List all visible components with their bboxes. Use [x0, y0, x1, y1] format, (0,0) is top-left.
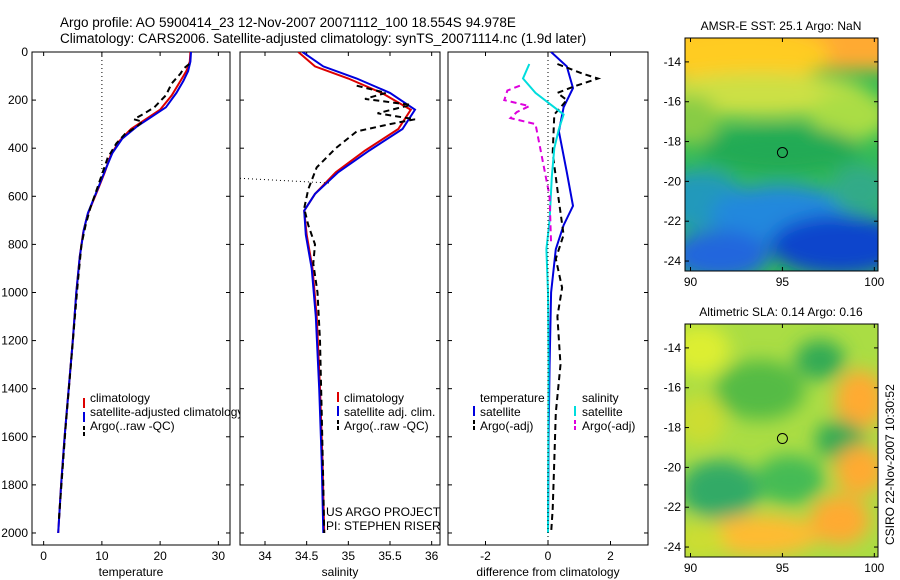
- legend-temperature-title: temperature: [480, 391, 545, 405]
- sst-field: [685, 38, 878, 271]
- temperature-axes-frame: [31, 51, 231, 546]
- sla-argo-location-marker: [776, 433, 788, 445]
- series-line: [547, 52, 575, 534]
- legend-climatology: climatology: [90, 391, 150, 405]
- salinity-panel: 34 34.5 35 35.5 36 salinity climatology sate…: [239, 51, 441, 579]
- x-tick-label: 36: [425, 549, 439, 563]
- map-y-tick-label: -20: [664, 460, 682, 474]
- legend-temp-satellite: satellite: [480, 405, 521, 419]
- series-line: [303, 84, 416, 534]
- y-tick-label: 800: [8, 237, 28, 251]
- legend-sal-satellite: satellite adj. clim.: [344, 405, 435, 419]
- series-line: [57, 63, 190, 522]
- y-tick-label: 1000: [1, 285, 28, 299]
- temperature-xlabel: temperature: [99, 565, 164, 579]
- salinity-xlabel: salinity: [322, 565, 359, 579]
- legend-salinity-title: salinity: [582, 391, 619, 405]
- map-y-tick-label: -22: [664, 214, 682, 228]
- map-x-tick-label: 95: [776, 275, 790, 289]
- map-y-tick-label: -20: [664, 174, 682, 188]
- y-tick-label: 1800: [1, 478, 28, 492]
- salinity-legend: climatology satellite adj. clim. Argo(..…: [337, 391, 435, 433]
- sst-argo-location-marker: [776, 147, 788, 159]
- temperature-panel: 0 200 400 600 800 1000 1200 1400 1600 1800 2000 0 1…: [1, 45, 243, 579]
- map-x-tick-label: 90: [684, 561, 698, 575]
- credit-line1: US ARGO PROJECT: [326, 505, 441, 519]
- x-tick-label: 35: [342, 549, 356, 563]
- x-tick-label: 2: [607, 549, 614, 563]
- side-timestamp: CSIRO 22-Nov-2007 10:30:52: [883, 384, 897, 545]
- map-x-tick-label: 100: [864, 561, 884, 575]
- x-tick-label: -2: [480, 549, 491, 563]
- map-y-tick-label: -24: [664, 540, 682, 554]
- salinity-axes-frame: [239, 51, 441, 546]
- series-line: [301, 52, 417, 534]
- sla-field: [685, 324, 878, 557]
- difference-panel: -2 0 2 difference from climatology tempera…: [447, 51, 649, 579]
- legend-sal-climatology: climatology: [344, 391, 404, 405]
- y-tick-label: 1600: [1, 430, 28, 444]
- map-x-tick-label: 90: [684, 275, 698, 289]
- map-y-tick-label: -16: [664, 95, 682, 109]
- map-x-tick-label: 95: [776, 561, 790, 575]
- x-tick-label: 20: [153, 549, 167, 563]
- map-y-tick-label: -24: [664, 254, 682, 268]
- y-tick-label: 1200: [1, 334, 28, 348]
- legend-sal-argo: Argo(..raw -QC): [344, 419, 429, 433]
- sst-map: AMSR-E SST: 25.1 Argo: NaN -14-16-18-20-…: [664, 19, 885, 289]
- salinity-depth-ticks: [240, 51, 440, 534]
- sst-map-title: AMSR-E SST: 25.1 Argo: NaN: [701, 19, 862, 33]
- y-tick-label: 0: [21, 45, 28, 59]
- legend-sal-satellite-diff: satellite: [582, 405, 623, 419]
- difference-xlabel: difference from climatology: [476, 565, 619, 579]
- y-tick-label: 200: [8, 93, 28, 107]
- series-line: [503, 84, 553, 245]
- map-y-tick-label: -18: [664, 135, 682, 149]
- legend-satellite-adjusted: satellite-adjusted climatology: [90, 405, 243, 419]
- series-line: [550, 63, 602, 534]
- depth-axis: 0 200 400 600 800 1000 1200 1400 1600 1800 2000: [1, 45, 230, 540]
- y-tick-label: 600: [8, 189, 28, 203]
- sla-map: Altimetric SLA: 0.14 Argo: 0.16 -14-16-1…: [664, 305, 885, 575]
- x-tick-label: 35.5: [378, 549, 402, 563]
- y-tick-label: 2000: [1, 526, 28, 540]
- credit-line2: PI: STEPHEN RISER: [326, 519, 441, 533]
- salinity-axis: 34 34.5 35 35.5 36: [258, 52, 439, 563]
- x-tick-label: 30: [212, 549, 226, 563]
- sla-map-title: Altimetric SLA: 0.14 Argo: 0.16: [699, 305, 863, 319]
- header-line1: Argo profile: AO 5900414_23 12-Nov-2007 …: [60, 15, 516, 30]
- legend-temp-argo: Argo(-adj): [480, 419, 533, 433]
- map-y-tick-label: -22: [664, 500, 682, 514]
- x-tick-label: 0: [545, 549, 552, 563]
- map-y-tick-label: -18: [664, 421, 682, 435]
- x-tick-label: 34: [258, 549, 272, 563]
- y-tick-label: 400: [8, 141, 28, 155]
- x-tick-label: 0: [40, 549, 47, 563]
- map-y-tick-label: -14: [664, 55, 682, 69]
- map-x-tick-label: 100: [864, 275, 884, 289]
- header-line2: Climatology: CARS2006. Satellite-adjuste…: [60, 31, 586, 46]
- temperature-legend: climatology satellite-adjusted climatolo…: [83, 391, 243, 436]
- x-tick-label: 10: [95, 549, 109, 563]
- series-line: [240, 177, 332, 184]
- y-tick-label: 1400: [1, 382, 28, 396]
- map-y-tick-label: -14: [664, 341, 682, 355]
- difference-depth-ticks: [448, 51, 648, 534]
- x-tick-label: 34.5: [295, 549, 319, 563]
- legend-sal-argo-diff: Argo(-adj): [582, 419, 635, 433]
- difference-legend: temperature satellite Argo(-adj) salinit…: [473, 391, 635, 433]
- map-y-tick-label: -16: [664, 381, 682, 395]
- legend-argo: Argo(..raw -QC): [90, 419, 175, 433]
